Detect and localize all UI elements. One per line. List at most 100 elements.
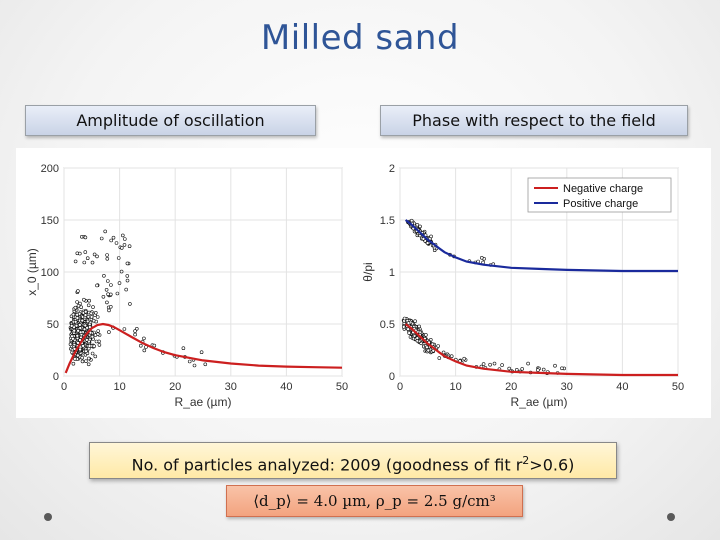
data-point <box>81 344 85 348</box>
fit-line <box>404 323 678 377</box>
y-tick-label: 200 <box>41 163 59 175</box>
data-point <box>127 244 132 248</box>
fit-line <box>404 219 678 273</box>
data-point <box>117 281 122 285</box>
data-point <box>90 260 95 265</box>
data-point <box>96 329 100 333</box>
data-point <box>95 254 99 259</box>
x-tick-label: 10 <box>113 381 125 393</box>
data-point <box>75 300 79 304</box>
x-tick-label: 0 <box>397 381 403 393</box>
data-point <box>109 305 113 309</box>
data-point <box>73 259 78 264</box>
x-tick-label: 20 <box>169 381 181 393</box>
x-tick-label: 40 <box>616 381 628 393</box>
data-point <box>95 283 99 288</box>
data-point <box>89 315 94 319</box>
data-point <box>73 305 78 310</box>
data-point <box>78 347 82 352</box>
data-point <box>500 363 504 367</box>
x-axis-label: R_ae (µm) <box>175 395 232 409</box>
right-panel-label: Phase with respect to the field <box>380 105 688 136</box>
data-point <box>421 237 426 241</box>
data-point <box>536 368 540 372</box>
data-point <box>84 359 88 363</box>
legend-label: Positive charge <box>563 198 638 210</box>
y-axis-label: θ/pi <box>361 262 375 281</box>
data-point <box>84 349 88 354</box>
note-suffix: >0.6) <box>529 455 575 475</box>
data-point <box>90 334 95 339</box>
data-point <box>77 251 82 256</box>
data-point <box>415 336 420 340</box>
data-point <box>115 291 120 296</box>
data-point <box>73 357 77 361</box>
data-point <box>75 353 80 358</box>
data-point <box>86 315 91 319</box>
data-point <box>133 329 137 333</box>
data-point <box>76 329 80 333</box>
data-point <box>425 345 429 350</box>
y-tick-label: 100 <box>41 267 59 279</box>
data-point <box>102 274 106 278</box>
data-point <box>553 363 557 368</box>
data-point <box>401 325 406 329</box>
x-tick-label: 30 <box>561 381 573 393</box>
data-point <box>520 367 525 371</box>
y-tick-label: 50 <box>47 319 59 331</box>
data-point <box>86 303 91 308</box>
data-point <box>122 243 127 247</box>
data-point <box>85 319 90 324</box>
data-point <box>431 349 436 353</box>
data-point <box>76 304 81 308</box>
data-point <box>109 292 113 297</box>
data-point <box>85 338 89 342</box>
data-point <box>82 297 86 302</box>
data-point <box>82 260 87 265</box>
data-point <box>199 350 204 354</box>
data-point <box>124 287 128 292</box>
data-point <box>77 323 82 327</box>
x-tick-label: 50 <box>672 381 684 393</box>
left-panel-label: Amplitude of oscillation <box>25 105 316 136</box>
data-point <box>94 339 99 344</box>
data-point <box>462 356 467 361</box>
data-point <box>430 342 435 347</box>
data-point <box>72 328 77 333</box>
data-point <box>407 331 412 335</box>
fit-line <box>64 322 343 374</box>
data-point <box>441 350 446 355</box>
data-point <box>425 241 430 245</box>
data-point <box>106 279 110 283</box>
data-point <box>111 235 116 240</box>
y-axis-label: x_0 (µm) <box>25 248 39 296</box>
y-tick-label: 1 <box>389 267 395 279</box>
data-point <box>406 327 410 331</box>
data-point <box>488 362 492 367</box>
legend-label: Negative charge <box>563 183 643 195</box>
data-point <box>85 326 89 330</box>
data-point <box>80 355 84 360</box>
data-point <box>560 366 564 371</box>
y-tick-label: 150 <box>41 215 59 227</box>
data-point <box>119 269 124 274</box>
data-point <box>93 354 98 359</box>
data-point <box>97 343 102 347</box>
data-point <box>89 311 93 316</box>
data-point <box>514 368 519 372</box>
note-text: No. of particles analyzed: 2009 (goodnes… <box>131 455 523 475</box>
data-point <box>139 343 143 348</box>
data-point <box>426 348 431 353</box>
data-point <box>83 235 88 240</box>
data-point <box>71 337 75 341</box>
data-point <box>99 236 104 241</box>
data-point <box>86 356 91 361</box>
x-tick-label: 40 <box>280 381 292 393</box>
data-point <box>92 252 97 257</box>
data-point <box>187 359 192 364</box>
data-point <box>492 361 497 366</box>
data-point <box>526 361 530 366</box>
x-tick-label: 30 <box>225 381 237 393</box>
data-point <box>95 315 100 319</box>
